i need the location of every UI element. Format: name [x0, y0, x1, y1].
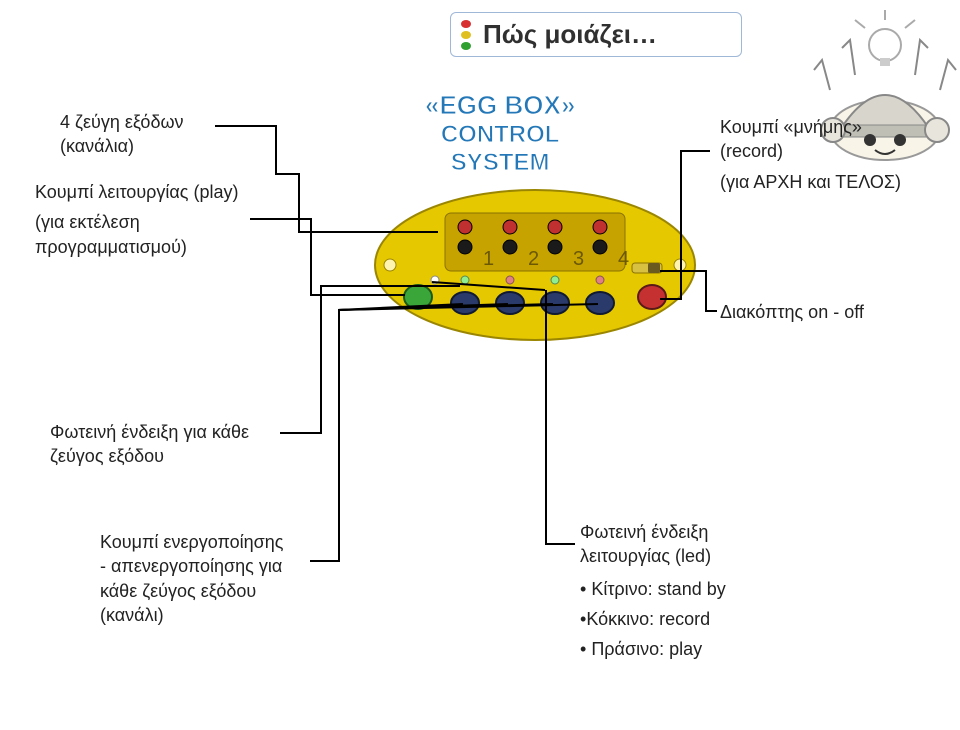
label-activate-l4: (κανάλι) — [100, 603, 283, 627]
connector — [660, 270, 705, 272]
system-title-l1: «EGG BOX» — [425, 90, 575, 121]
label-record: Κουμπί «μνήμης» (record) (για ΑΡΧΗ και Τ… — [720, 115, 901, 194]
label-play-l3: προγραμματισμού) — [35, 235, 239, 259]
connector — [310, 218, 312, 296]
connector — [275, 173, 300, 175]
connector — [298, 173, 300, 233]
label-record-l3: (για ΑΡΧΗ και ΤΕΛΟΣ) — [720, 170, 901, 194]
label-play-l1: Κουμπί λειτουργίας (play) — [35, 180, 239, 204]
label-play-l2: (για εκτέλεση — [35, 210, 239, 234]
traffic-light-icon — [461, 20, 473, 50]
label-activate: Κουμπί ενεργοποίησης - απενεργοποίησης γ… — [100, 530, 283, 627]
connector — [705, 270, 707, 312]
connector — [705, 310, 717, 312]
system-title: «EGG BOX» CONTROL SYSTEM — [425, 90, 575, 177]
connector-fan — [338, 300, 618, 570]
label-switch: Διακόπτης on - off — [720, 300, 864, 324]
connector — [275, 125, 277, 175]
connector — [545, 543, 575, 545]
label-outputs-l2: (κανάλια) — [60, 134, 184, 158]
label-light-each: Φωτεινή ένδειξη για κάθε ζεύγος εξόδου — [50, 420, 249, 469]
page-title: Πώς μοιάζει… — [483, 19, 657, 50]
system-title-l2: CONTROL — [425, 121, 575, 149]
connector — [680, 150, 682, 300]
label-outputs-l1: 4 ζεύγη εξόδων — [60, 110, 184, 134]
svg-text:2: 2 — [528, 248, 539, 270]
label-activate-l2: - απενεργοποίησης για — [100, 554, 283, 578]
connector — [298, 231, 438, 233]
svg-text:4: 4 — [618, 248, 629, 270]
connector-led — [432, 280, 552, 300]
label-light-each-l1: Φωτεινή ένδειξη για κάθε — [50, 420, 249, 444]
connector — [660, 298, 682, 300]
label-play: Κουμπί λειτουργίας (play) (για εκτέλεση … — [35, 180, 239, 259]
svg-text:1: 1 — [483, 248, 494, 270]
label-activate-l1: Κουμπί ενεργοποίησης — [100, 530, 283, 554]
label-led-b1: Κίτρινο: stand by — [591, 579, 725, 599]
svg-text:3: 3 — [573, 248, 584, 270]
connector — [545, 290, 547, 545]
connector — [320, 285, 322, 434]
label-light-each-l2: ζεύγος εξόδου — [50, 444, 249, 468]
connector — [280, 432, 320, 434]
connector — [680, 150, 710, 152]
label-activate-l3: κάθε ζεύγος εξόδου — [100, 579, 283, 603]
label-outputs: 4 ζεύγη εξόδων (κανάλια) — [60, 110, 184, 159]
label-led-b3: Πράσινο: play — [591, 639, 702, 659]
connector — [215, 125, 275, 127]
connector — [310, 294, 405, 296]
label-record-l1: Κουμπί «μνήμης» — [720, 115, 901, 139]
title-bubble: Πώς μοιάζει… — [450, 12, 742, 57]
label-record-l2: (record) — [720, 139, 901, 163]
connector — [310, 560, 340, 562]
system-title-l3: SYSTEM — [425, 149, 575, 177]
connector — [250, 218, 310, 220]
label-led-b2: Κόκκινο: record — [586, 609, 710, 629]
